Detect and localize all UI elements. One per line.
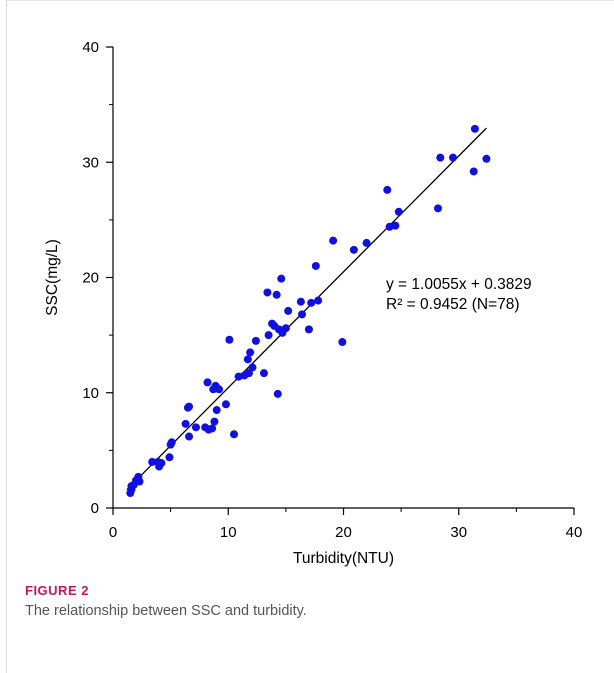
x-tick-label: 30: [450, 524, 467, 541]
data-point: [470, 124, 479, 133]
data-point: [482, 154, 491, 163]
data-point: [338, 338, 347, 347]
data-point: [391, 221, 400, 230]
axes: 0 10 20 30 40 0 10 20 30 40: [82, 39, 582, 541]
regression-line: [126, 127, 487, 491]
data-point: [304, 325, 313, 334]
data-point: [157, 459, 166, 468]
frame-left-border: [6, 0, 7, 673]
data-point: [148, 457, 157, 466]
data-point: [448, 153, 457, 162]
data-point: [251, 336, 260, 345]
data-points: [126, 124, 491, 498]
data-point: [281, 324, 290, 333]
x-axis-title: Turbidity(NTU): [293, 550, 394, 567]
data-point: [215, 385, 224, 394]
data-point: [469, 167, 478, 176]
data-point: [307, 298, 316, 307]
data-point: [167, 438, 176, 447]
data-point: [272, 290, 281, 299]
data-point: [296, 297, 305, 306]
x-tick-label: 40: [566, 524, 583, 541]
scatter-chart: 0 10 20 30 40 0 10 20 30 40 Turbidity(NTU) SSC(mg…: [44, 39, 582, 567]
data-point: [244, 369, 253, 378]
data-point: [246, 348, 255, 357]
data-point: [264, 331, 273, 340]
y-tick-label: 20: [82, 270, 99, 287]
data-point: [273, 389, 282, 398]
data-point: [298, 310, 307, 319]
y-axis-title: SSC(mg/L): [44, 239, 61, 316]
data-point: [436, 153, 445, 162]
data-point: [185, 432, 194, 441]
figure-caption: The relationship between SSC and turbidi…: [25, 603, 307, 619]
data-point: [230, 430, 239, 439]
data-point: [243, 355, 252, 364]
data-point: [259, 369, 268, 378]
data-point: [349, 245, 358, 254]
data-point: [263, 288, 272, 297]
fit-line-layer: [126, 127, 487, 491]
data-point: [383, 185, 392, 194]
data-point: [135, 477, 144, 486]
data-point: [311, 261, 320, 270]
data-point: [185, 402, 194, 411]
y-tick-label: 40: [82, 39, 99, 56]
data-point: [210, 417, 219, 426]
y-tick-label: 10: [82, 385, 99, 402]
x-tick-label: 20: [335, 524, 352, 541]
data-point: [362, 238, 371, 247]
data-point: [181, 419, 190, 428]
data-point: [208, 424, 217, 433]
y-tick-label: 30: [82, 154, 99, 171]
data-point: [277, 274, 286, 283]
data-point: [248, 363, 257, 372]
x-tick-label: 10: [220, 524, 237, 541]
x-tick-label: 0: [109, 524, 117, 541]
data-point: [225, 335, 234, 344]
data-point: [203, 378, 212, 387]
y-tick-label: 0: [91, 500, 99, 517]
data-point: [191, 423, 200, 432]
data-point: [165, 453, 174, 462]
data-point: [394, 207, 403, 216]
frame-top-border: [6, 0, 614, 1]
data-point: [212, 406, 221, 415]
r-squared-annotation: R² = 0.9452 (N=78): [386, 296, 520, 313]
figure-label: FIGURE 2: [25, 583, 89, 598]
data-point: [329, 236, 338, 245]
data-point: [314, 296, 323, 305]
data-point: [221, 400, 230, 409]
data-point: [434, 204, 443, 213]
data-point: [284, 306, 293, 315]
regression-equation: y = 1.0055x + 0.3829: [386, 276, 532, 293]
